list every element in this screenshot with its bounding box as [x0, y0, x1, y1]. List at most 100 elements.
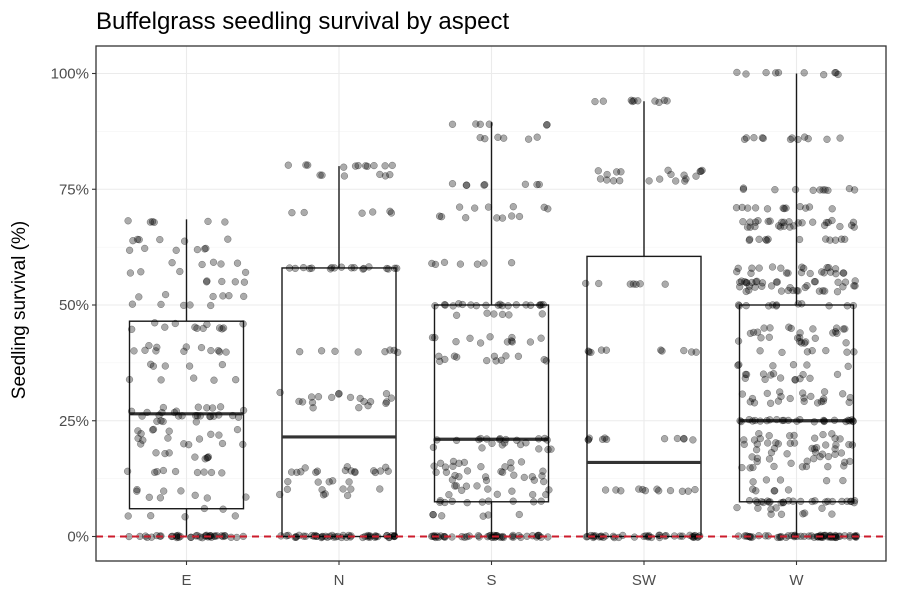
data-point: [734, 337, 743, 345]
data-point: [766, 324, 774, 332]
data-point: [754, 504, 762, 512]
data-point: [141, 346, 149, 354]
x-tick-label: N: [334, 572, 345, 589]
data-point: [832, 324, 841, 332]
data-point: [381, 162, 389, 170]
data-point: [537, 334, 545, 342]
data-point: [686, 531, 694, 539]
data-point: [799, 370, 807, 379]
data-point: [850, 499, 858, 507]
data-point: [824, 497, 832, 506]
box-S: [433, 304, 550, 503]
data-point: [242, 493, 250, 501]
data-point: [143, 408, 151, 417]
data-point: [818, 504, 826, 512]
data-point: [765, 302, 773, 310]
data-point: [455, 459, 463, 467]
data-point: [146, 218, 155, 226]
data-point: [821, 186, 829, 194]
data-point: [809, 186, 817, 194]
data-point: [748, 394, 757, 403]
data-point: [601, 434, 609, 442]
data-point: [172, 407, 181, 415]
data-point: [819, 186, 827, 194]
data-point: [304, 161, 312, 169]
data-point: [203, 494, 211, 502]
data-point: [804, 135, 812, 143]
data-point: [284, 161, 292, 169]
data-point: [477, 463, 485, 471]
data-point: [283, 485, 292, 493]
data-point: [484, 497, 493, 505]
data-point: [763, 497, 772, 505]
data-point: [386, 171, 394, 179]
data-point: [793, 334, 802, 342]
data-point: [767, 282, 776, 290]
data-point: [746, 223, 754, 231]
data-point: [135, 236, 143, 244]
data-point: [841, 278, 850, 286]
data-point: [387, 209, 396, 217]
data-point: [231, 278, 239, 286]
box-W: [738, 304, 855, 503]
data-point: [445, 491, 453, 499]
data-point: [449, 457, 458, 466]
data-point: [153, 417, 161, 425]
data-point: [207, 301, 215, 310]
data-point: [540, 477, 548, 486]
data-point: [626, 280, 634, 288]
data-point: [797, 339, 806, 347]
data-point: [157, 417, 165, 425]
data-point: [791, 375, 799, 384]
data-point: [309, 404, 317, 412]
data-point: [585, 348, 593, 356]
data-point: [587, 348, 595, 357]
data-point: [232, 376, 240, 384]
data-point: [150, 218, 158, 226]
data-point: [667, 170, 675, 179]
data-point: [850, 282, 858, 290]
data-point: [161, 323, 169, 331]
data-point: [512, 301, 520, 309]
data-point: [480, 259, 488, 267]
data-point: [307, 393, 316, 401]
data-point: [777, 510, 786, 518]
data-point: [360, 397, 368, 406]
data-point: [832, 441, 840, 449]
data-point: [539, 300, 547, 309]
data-point: [498, 302, 506, 310]
data-point: [288, 209, 296, 217]
data-point: [790, 431, 798, 440]
data-point: [239, 406, 248, 415]
data-point: [192, 418, 200, 426]
data-point: [471, 204, 479, 212]
data-point: [431, 334, 439, 342]
data-point: [820, 417, 828, 425]
data-point: [680, 435, 688, 443]
data-point: [221, 218, 229, 226]
data-point: [452, 311, 461, 319]
data-point: [585, 434, 593, 442]
data-point: [209, 258, 218, 266]
data-point: [764, 217, 772, 226]
data-point: [240, 278, 249, 286]
data-point: [530, 476, 538, 484]
data-point: [428, 333, 437, 342]
data-point: [540, 355, 548, 364]
data-point: [847, 497, 855, 506]
data-point: [800, 264, 808, 272]
data-point: [520, 473, 528, 482]
data-point: [129, 237, 137, 245]
data-point: [828, 510, 836, 518]
data-point: [361, 162, 370, 170]
data-point: [844, 416, 852, 424]
data-point: [477, 434, 485, 443]
data-point: [845, 417, 854, 425]
data-point: [823, 135, 831, 143]
data-point: [745, 415, 753, 424]
data-point: [159, 466, 168, 475]
data-point: [845, 184, 854, 193]
data-point: [850, 223, 858, 231]
data-point: [193, 412, 202, 420]
